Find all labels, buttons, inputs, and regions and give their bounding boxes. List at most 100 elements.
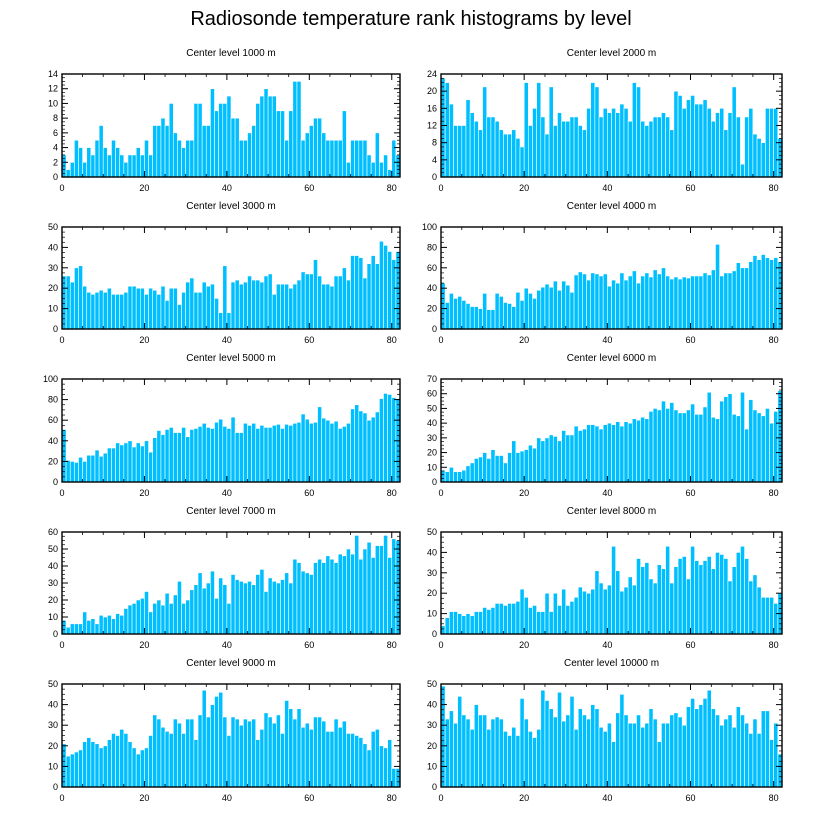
histogram-bar — [69, 161, 75, 178]
histogram-bar — [205, 582, 211, 635]
histogram-bar — [243, 281, 248, 330]
histogram-bar — [490, 309, 496, 330]
histogram-bar — [661, 112, 666, 178]
y-tick-label: 20 — [48, 741, 58, 751]
histogram-bar — [276, 283, 281, 330]
x-tick-label: 20 — [519, 793, 529, 803]
histogram-bar — [552, 125, 558, 178]
histogram-bar — [127, 154, 133, 178]
histogram-bar — [715, 112, 720, 178]
histogram-bar — [214, 421, 219, 483]
histogram-bar — [185, 718, 191, 788]
histogram-bar — [90, 294, 96, 330]
histogram-bar — [74, 462, 79, 483]
histogram-bar — [119, 444, 125, 483]
histogram-bar — [222, 716, 228, 788]
histogram-bar — [636, 282, 641, 330]
histogram-bar — [230, 117, 236, 178]
histogram-bar — [631, 270, 637, 330]
histogram-bar — [341, 110, 347, 178]
histogram-bar — [590, 272, 596, 330]
histogram-bar — [528, 444, 533, 483]
histogram-bar — [329, 731, 335, 788]
histogram-bar — [152, 714, 158, 788]
histogram-bar — [135, 147, 141, 178]
x-tick-label: 20 — [519, 488, 529, 498]
histogram-bar — [90, 618, 96, 635]
histogram-bar — [648, 411, 654, 483]
histogram-bar — [486, 458, 492, 483]
histogram-bar — [296, 421, 302, 483]
y-tick-label: 20 — [48, 283, 58, 293]
histogram-bar — [333, 420, 339, 483]
histogram-bar — [453, 125, 458, 178]
histogram-bar — [665, 116, 671, 178]
histogram-bar — [292, 718, 298, 788]
histogram-bar — [296, 81, 302, 178]
histogram-bar — [107, 447, 112, 483]
x-tick-label: 0 — [438, 488, 443, 498]
y-tick-label: 80 — [427, 242, 437, 252]
histogram-bar — [309, 729, 314, 788]
y-tick-label: 70 — [427, 374, 437, 384]
histogram-bar — [168, 103, 174, 178]
histogram-bar — [341, 426, 347, 483]
histogram-bar — [350, 255, 355, 330]
x-tick-label: 0 — [59, 183, 64, 193]
histogram-bar — [102, 745, 108, 788]
histogram-bar — [765, 710, 770, 788]
histogram-bar — [465, 465, 471, 483]
histogram-bar — [205, 427, 211, 483]
y-tick-label: 10 — [48, 761, 58, 771]
x-tick-label: 60 — [304, 335, 314, 345]
histogram-bar — [686, 277, 691, 330]
histogram-bar — [177, 139, 182, 178]
histogram-bar — [760, 415, 766, 483]
histogram-bar — [107, 739, 112, 788]
histogram-bar — [773, 722, 779, 788]
histogram-bar — [482, 714, 488, 788]
histogram-bar — [222, 426, 228, 483]
histogram-bar — [731, 566, 737, 635]
y-tick-label: 0 — [432, 172, 437, 182]
histogram-bar — [677, 716, 683, 788]
histogram-bar — [615, 421, 621, 483]
y-tick-label: 20 — [48, 595, 58, 605]
histogram-bar — [74, 139, 79, 178]
histogram-bar — [648, 578, 654, 635]
histogram-bar — [735, 706, 741, 788]
histogram-bar — [598, 275, 604, 330]
histogram-bar — [127, 285, 133, 330]
figure-title: Radiosonde temperature rank histograms b… — [190, 8, 632, 30]
histogram-bar — [90, 741, 96, 788]
histogram-bar — [677, 95, 683, 178]
y-tick-label: 40 — [427, 283, 437, 293]
histogram-bar — [698, 704, 704, 788]
x-tick-label: 40 — [602, 488, 612, 498]
histogram-bar — [94, 449, 100, 483]
histogram-bar — [652, 582, 658, 635]
histogram-bar — [288, 425, 294, 483]
histogram-bar — [731, 270, 737, 330]
histogram-bar — [615, 112, 621, 178]
histogram-bar — [756, 586, 762, 635]
y-tick-label: 24 — [427, 69, 437, 79]
histogram-bar — [98, 614, 104, 635]
histogram-bar — [255, 574, 261, 635]
histogram-bar — [391, 768, 397, 788]
histogram-bar — [374, 411, 380, 483]
histogram-bar — [748, 399, 754, 483]
histogram-bar — [702, 272, 708, 330]
panel-title: Center level 3000 m — [186, 201, 276, 212]
histogram-bar — [681, 724, 687, 788]
histogram-bar — [218, 577, 224, 635]
histogram-bar — [473, 306, 479, 330]
histogram-bar — [82, 741, 88, 788]
histogram-bar — [673, 712, 679, 788]
histogram-bar — [172, 594, 178, 635]
histogram-bar — [366, 263, 372, 330]
histogram-bar — [569, 696, 575, 788]
histogram-bar — [565, 434, 571, 483]
histogram-bar — [313, 259, 318, 330]
